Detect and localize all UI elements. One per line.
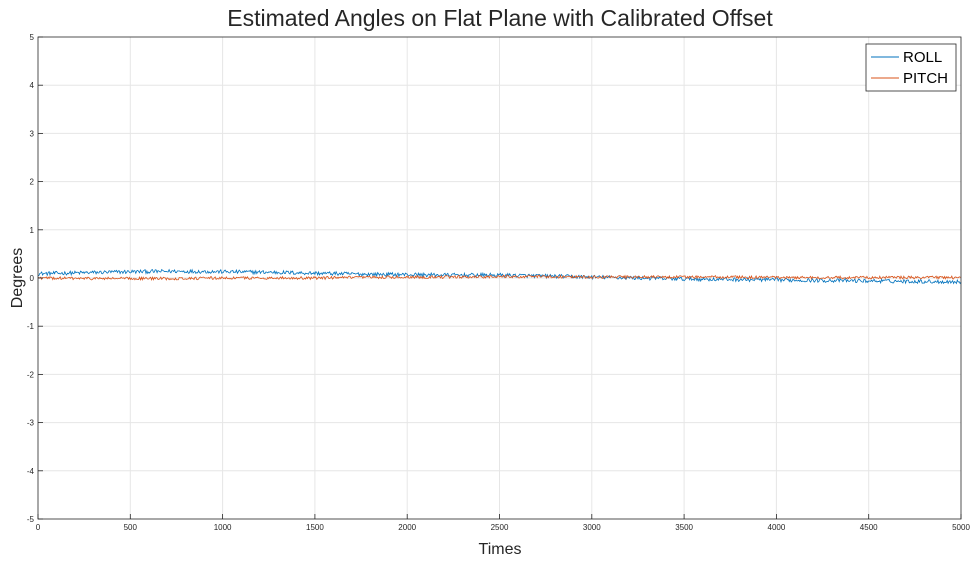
legend-label-roll: ROLL <box>903 49 942 66</box>
y-tick-label: -4 <box>27 467 35 476</box>
y-axis-label: Degrees <box>9 248 26 308</box>
legend: ROLL PITCH <box>865 43 957 92</box>
x-tick-label: 4500 <box>860 523 878 532</box>
y-tick-label: 2 <box>30 178 35 187</box>
legend-label-pitch: PITCH <box>903 70 948 87</box>
series-line-roll <box>38 268 962 285</box>
y-tick-label: -3 <box>27 419 35 428</box>
y-tick-label: 1 <box>30 226 35 235</box>
y-tick-label: 5 <box>30 33 35 42</box>
axis-ticks: 0 500 1000 1500 2000 2500 3000 3500 4000 4500 5000… <box>27 33 970 532</box>
data-series <box>37 268 962 285</box>
y-tick-label: -2 <box>27 370 35 379</box>
x-axis-label: Times <box>479 541 522 558</box>
x-tick-label: 4000 <box>768 523 786 532</box>
x-tick-label: 2500 <box>491 523 509 532</box>
x-tick-label: 5000 <box>952 523 970 532</box>
x-tick-label: 3000 <box>583 523 601 532</box>
y-tick-label: -5 <box>27 515 35 524</box>
x-tick-label: 2000 <box>398 523 416 532</box>
x-tick-label: 3500 <box>675 523 693 532</box>
chart-title: Estimated Angles on Flat Plane with Cali… <box>227 5 773 31</box>
x-tick-label: 0 <box>36 523 41 532</box>
y-tick-label: 0 <box>30 274 35 283</box>
y-tick-label: -1 <box>27 322 35 331</box>
legend-box <box>865 43 957 92</box>
x-tick-label: 500 <box>124 523 138 532</box>
x-tick-label: 1500 <box>306 523 324 532</box>
y-tick-label: 4 <box>30 81 35 90</box>
x-tick-label: 1000 <box>214 523 232 532</box>
y-tick-label: 3 <box>30 129 35 138</box>
series-line-pitch <box>37 274 962 282</box>
